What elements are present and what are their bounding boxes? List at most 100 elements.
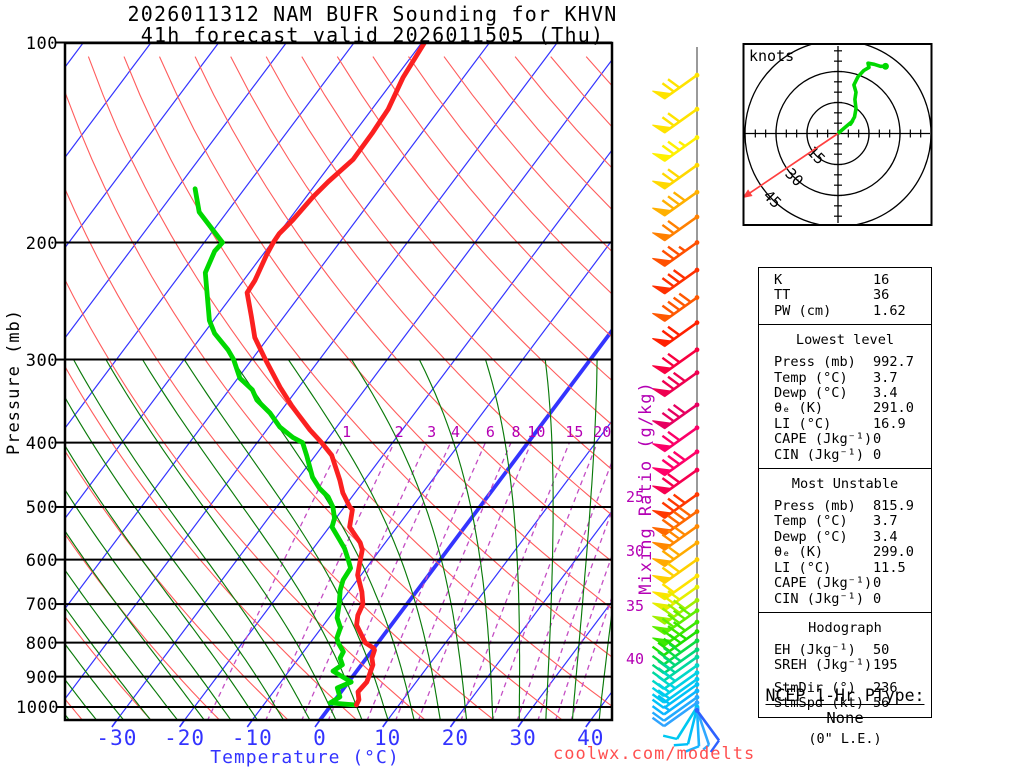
stats-row-label: PW (cm) <box>774 302 832 319</box>
moist-adiabat-line <box>484 359 521 720</box>
wind-barb <box>652 214 700 242</box>
moist-adiabat-line <box>65 396 285 720</box>
stats-row-value: 3.7 <box>873 369 898 386</box>
mixing-ratio-label: 8 <box>511 423 520 441</box>
isotherm-line <box>116 58 612 720</box>
pressure-tick-label: 900 <box>25 667 58 688</box>
wind-barb <box>652 492 700 520</box>
wind-barb <box>652 540 700 568</box>
moist-adiabat-line <box>65 642 125 720</box>
stats-row: CIN (Jkg⁻¹) 0 <box>759 591 931 607</box>
dry-adiabat-line <box>65 365 358 720</box>
stats-row: Press (mb) 992.7 <box>759 354 931 371</box>
wind-barb <box>652 189 700 217</box>
stats-row-value: 3.7 <box>873 513 898 530</box>
temperature-tick-label: 40 <box>577 726 605 750</box>
storm-motion-arrow <box>744 132 839 198</box>
stats-row-label: StmDir (°) <box>774 679 856 696</box>
stats-row-label: CIN (Jkg⁻¹) <box>774 446 865 463</box>
mixing-ratio-label: 10 <box>527 423 545 441</box>
wind-barb <box>652 449 700 477</box>
dry-adiabat-line <box>336 56 612 382</box>
stats-row-label: Dewp (°C) <box>774 385 848 402</box>
stats-row: CAPE (Jkg⁻¹) 0 <box>759 575 931 591</box>
wind-barb <box>651 670 700 698</box>
wind-barb <box>652 162 700 190</box>
moist-adiabat-line <box>65 488 232 720</box>
wind-barb-column <box>651 47 721 753</box>
temperature-tick-label: 0 <box>313 726 327 750</box>
stats-row-value: 195 <box>873 657 898 674</box>
wind-barb <box>652 402 700 430</box>
dry-adiabat-line <box>301 56 612 426</box>
moist-adiabat-line <box>544 359 554 720</box>
dry-adiabat-line <box>158 56 612 610</box>
ptype-block: NCEP 1-Hr PType: None (0" L.E.) <box>745 686 945 747</box>
wind-barb <box>652 557 700 585</box>
stats-row-label: Press (mb) <box>774 498 856 515</box>
stats-row: Temp (°C) 3.7 <box>759 513 931 530</box>
isotherm-0c-highlight <box>318 327 612 720</box>
temperature-tick-label: 10 <box>374 726 402 750</box>
stats-row-value: 3.4 <box>873 385 898 402</box>
mixing-ratio-label: 1 <box>342 423 351 441</box>
stats-section-header: Lowest level <box>795 332 895 349</box>
temperature-tick-label: -30 <box>96 726 138 750</box>
hodograph-ring-label: 15 <box>803 143 829 169</box>
stats-row-label: Press (mb) <box>774 354 856 371</box>
mixing-ratio-line <box>206 442 343 720</box>
stats-row-value: 815.9 <box>873 498 914 515</box>
moist-adiabat-line <box>65 606 152 720</box>
isotherm-line <box>387 419 612 720</box>
pressure-tick-label: 500 <box>25 497 58 518</box>
stats-row-value: 16.9 <box>873 415 906 432</box>
stats-row-value: 36 <box>873 287 890 304</box>
moist-adiabat-line <box>65 444 258 720</box>
stats-section-header: Most Unstable <box>791 476 899 493</box>
chart-title-line1: 2026011312 NAM BUFR Sounding for KHVN <box>127 2 618 26</box>
wind-barb <box>651 688 700 716</box>
pressure-tick-label: 300 <box>25 350 58 371</box>
dry-adiabat-line <box>65 533 221 720</box>
pressure-tick-label: 800 <box>25 633 58 654</box>
stats-row-label: LI (°C) <box>774 559 832 576</box>
stats-row-value: 11.5 <box>873 559 906 576</box>
stats-row-label: StmSpd (kt) <box>774 695 865 712</box>
wind-barb <box>652 524 700 552</box>
isotherm-line <box>184 149 612 720</box>
mixing-ratio-line <box>366 442 486 720</box>
isotherm-line <box>65 43 355 430</box>
stats-row-value: 16 <box>873 272 890 288</box>
wind-barb <box>652 347 700 375</box>
watermark-link[interactable]: coolwx.com/modelts <box>553 744 756 764</box>
stats-row: K 16 <box>759 272 931 288</box>
stats-row: Dewp (°C) 3.4 <box>759 528 931 545</box>
hodograph-trace-end-dot <box>882 62 889 70</box>
stats-row-value: 0 <box>873 431 882 448</box>
stats-row: θₑ (K) 291.0 <box>759 400 931 417</box>
stats-row-label: Dewp (°C) <box>774 528 848 545</box>
moist-adiabat-line <box>232 359 415 720</box>
stats-row-label: θₑ (K) <box>774 400 824 417</box>
stats-row: CIN (Jkg⁻¹) 0 <box>759 446 931 463</box>
pressure-tick-label: 700 <box>25 595 58 616</box>
dry-adiabat-line <box>65 187 495 720</box>
moist-adiabat-line <box>571 359 598 720</box>
ptype-note: (0" L.E.) <box>808 731 882 747</box>
stats-row-value: 291.0 <box>873 400 914 417</box>
plot-frame <box>63 41 614 722</box>
wind-barb <box>652 267 700 295</box>
mixing-ratio-label-right: 25 <box>626 488 644 506</box>
mixing-ratio-label-right: 30 <box>626 542 644 560</box>
dewpoint-trace <box>192 186 357 708</box>
wind-barb <box>652 605 700 636</box>
isotherm-line <box>65 43 423 520</box>
moist-adiabat-line <box>72 359 311 720</box>
stats-row-value: 992.7 <box>873 354 914 371</box>
wind-barb <box>652 72 700 100</box>
mixing-ratio-label: 3 <box>427 423 436 441</box>
moist-adiabat-line <box>287 359 441 720</box>
